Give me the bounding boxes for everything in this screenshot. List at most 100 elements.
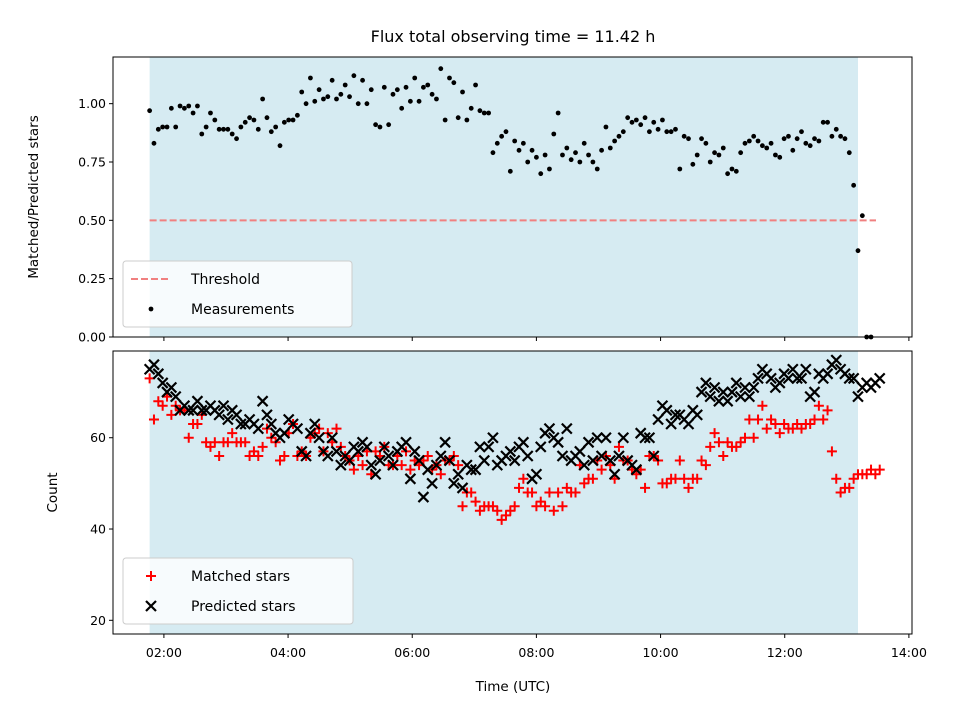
ratio-panel: 0.00 0.25 0.50 0.75 1.00 Matched/Predicted st… [26, 56, 913, 345]
measurement-point [655, 126, 661, 132]
measurement-point [399, 105, 405, 111]
measurement-point [477, 108, 483, 114]
measurement-point [347, 94, 352, 100]
measurement-point [820, 119, 826, 125]
matched-stars-point [244, 450, 255, 461]
measurement-point [560, 152, 565, 158]
measurement-point [238, 124, 244, 130]
predicted-stars-point [517, 436, 530, 449]
measurement-point [412, 75, 418, 81]
measurement-point [851, 182, 857, 188]
matched-stars-point [474, 505, 485, 516]
predicted-stars-point [435, 450, 447, 462]
measurement-point [268, 129, 274, 135]
measurement-point [516, 147, 522, 153]
predicted-stars-point [521, 450, 534, 462]
measurement-point [738, 150, 744, 156]
predicted-stars-point [747, 381, 760, 394]
matched-stars-point [805, 419, 816, 430]
predicted-stars-point [543, 422, 556, 435]
measurement-point [181, 105, 187, 111]
matched-stars-point [579, 478, 590, 489]
measurement-point [447, 75, 452, 81]
matched-stars-point [818, 414, 829, 425]
measurement-point [781, 136, 787, 142]
matched-stars-point [531, 501, 542, 512]
matched-stars-point [279, 450, 290, 461]
predicted-stars-point [561, 422, 573, 435]
matched-stars-point [683, 482, 694, 493]
x-tick-label: 04:00 [270, 645, 306, 660]
measurement-point [799, 129, 804, 135]
predicted-stars-point [487, 431, 499, 444]
predicted-stars-point [374, 454, 386, 467]
measurement-point [286, 117, 292, 123]
y-tick-label: 1.00 [78, 96, 106, 111]
measurement-point [212, 117, 218, 123]
predicted-stars-point [713, 395, 725, 407]
matched-stars-point [813, 400, 824, 411]
measurement-point [168, 105, 174, 111]
matched-stars-point [405, 464, 416, 475]
predicted-stars-point [252, 422, 265, 435]
matched-stars-point [348, 464, 359, 475]
measurement-point [255, 126, 261, 132]
matched-stars-point [796, 423, 807, 434]
predicted-stars-point [600, 431, 612, 444]
predicted-stars-point [169, 390, 182, 403]
measurement-point [499, 133, 505, 139]
predicted-stars-point [643, 431, 656, 444]
predicted-stars-point [378, 441, 391, 453]
matched-stars-point [253, 450, 264, 461]
predicted-stars-point [821, 368, 834, 380]
measurement-point [603, 124, 609, 130]
matched-stars-point [735, 437, 746, 448]
matched-stars-point [183, 432, 194, 443]
measurement-point [438, 66, 444, 72]
measurement-point [786, 133, 791, 139]
measurement-point [551, 131, 557, 137]
legend-box [122, 260, 353, 328]
predicted-stars-point [647, 450, 660, 462]
predicted-stars-point [739, 381, 751, 394]
measurement-point [660, 117, 665, 123]
measurement-point [816, 138, 822, 144]
matched-stars-point [692, 473, 703, 484]
measurement-point [673, 126, 678, 132]
matched-stars-point [205, 441, 216, 452]
predicted-stars-point [752, 372, 764, 385]
predicted-stars-point [165, 381, 178, 394]
matched-stars-point [757, 400, 768, 411]
predicted-stars-point [196, 404, 208, 417]
predicted-stars-point [230, 409, 243, 421]
matched-stars-point [505, 505, 516, 516]
legend-matched-swatch [146, 571, 156, 581]
measurement-point [590, 159, 596, 165]
measurement-point [260, 96, 266, 102]
predicted-stars-point [782, 372, 795, 385]
matched-stars-point [396, 460, 407, 471]
predicted-stars-point [530, 468, 543, 481]
measurement-point [294, 112, 300, 118]
predicted-stars-point [704, 390, 717, 403]
matched-stars-point [822, 405, 833, 416]
measurement-point [690, 161, 696, 167]
measurement-point [668, 129, 674, 135]
predicted-stars-point [213, 409, 225, 421]
predicted-stars-point [387, 459, 399, 471]
predicted-stars-point [413, 454, 425, 467]
matched-stars-point [153, 396, 164, 407]
measurement-point [520, 140, 526, 146]
matched-stars-point [487, 501, 498, 512]
matched-stars-point [492, 505, 503, 516]
x-tick-label: 14:00 [891, 645, 927, 660]
y-axis-label: Matched/Predicted stars [26, 115, 42, 278]
matched-stars-point [544, 487, 555, 498]
measurement-point [421, 84, 426, 90]
matched-stars-point [527, 487, 538, 498]
measurement-point [547, 166, 552, 172]
predicted-stars-point [873, 372, 886, 385]
matched-stars-point [748, 432, 759, 443]
predicted-stars-point [743, 390, 756, 403]
predicted-stars-point [256, 395, 269, 407]
